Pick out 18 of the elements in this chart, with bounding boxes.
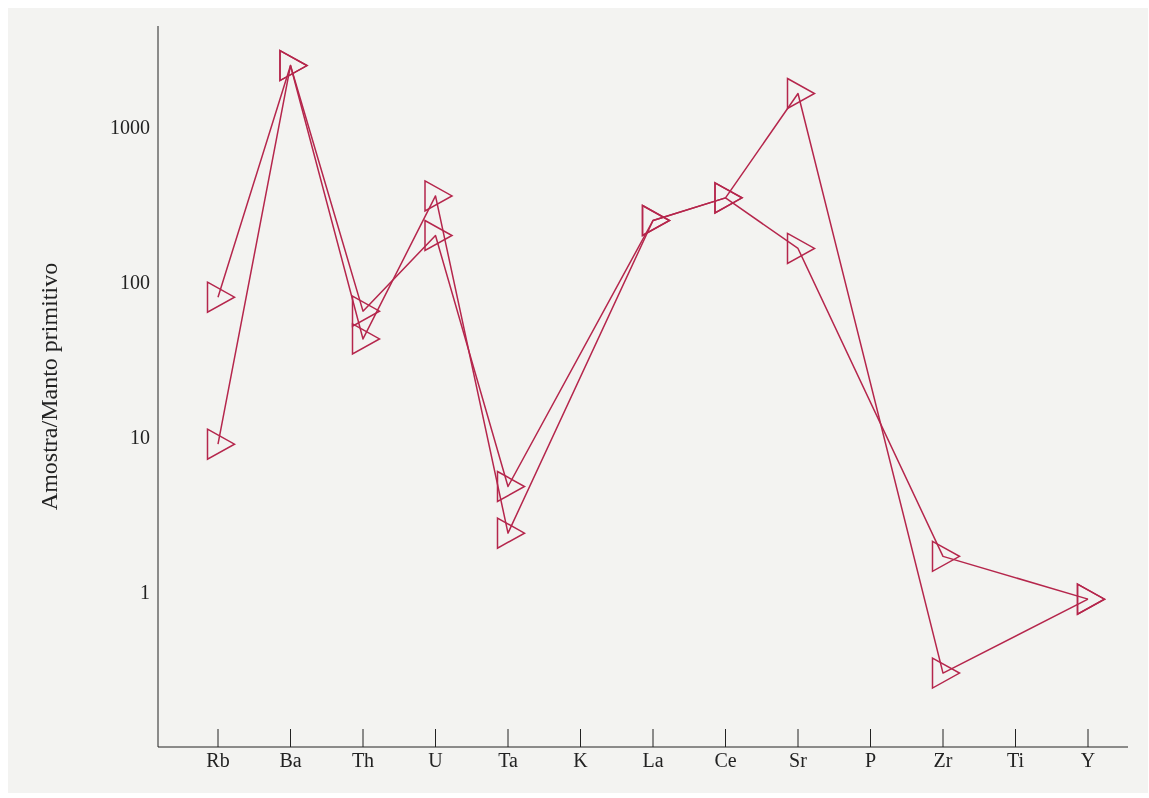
- y-tick-label: 1: [140, 581, 150, 604]
- x-tick-label: Ti: [1006, 749, 1025, 772]
- x-tick-label: U: [428, 749, 444, 772]
- y-tick-label: 100: [120, 271, 150, 294]
- y-axis-title: Amostra/Manto primitivo: [35, 262, 62, 511]
- x-tick-label: La: [642, 749, 664, 772]
- x-tick-label: Sr: [789, 749, 808, 772]
- x-tick-label: Ta: [498, 749, 518, 772]
- x-tick-label: Th: [351, 749, 375, 772]
- x-tick-label: Rb: [206, 749, 230, 772]
- x-tick-label: K: [573, 749, 589, 772]
- y-tick-label: 1000: [110, 116, 150, 139]
- x-tick-label: Zr: [933, 749, 953, 772]
- x-tick-label: Ba: [279, 749, 302, 772]
- y-tick-label: 10: [130, 426, 150, 449]
- x-tick-label: P: [864, 749, 877, 772]
- x-tick-label: Ce: [714, 749, 737, 772]
- x-tick-label: Y: [1080, 749, 1096, 772]
